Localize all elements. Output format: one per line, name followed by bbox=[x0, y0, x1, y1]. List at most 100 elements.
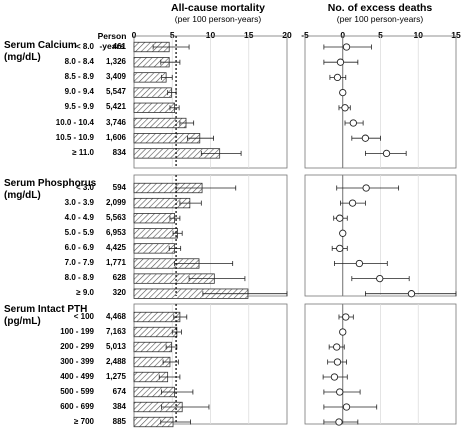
section-title-line: Serum Calcium bbox=[4, 40, 77, 51]
excess-point bbox=[339, 88, 347, 97]
mortality-bar bbox=[133, 326, 178, 338]
row-category-label: 8.0 - 8.4 bbox=[64, 56, 94, 66]
right-axis-tick-4: 15 bbox=[451, 30, 461, 40]
excess-point bbox=[348, 199, 357, 207]
row-person-years: 1,326 bbox=[105, 56, 126, 66]
row-person-years: 5,421 bbox=[105, 102, 126, 112]
row-category-label: ≥ 11.0 bbox=[72, 147, 94, 157]
mortality-bar bbox=[133, 243, 175, 254]
mortality-bar bbox=[133, 311, 181, 323]
excess-point bbox=[341, 104, 349, 112]
row-category-label: 6.0 - 6.9 bbox=[64, 242, 94, 252]
mortality-bar bbox=[133, 213, 175, 224]
excess-point bbox=[407, 290, 416, 298]
row-person-years: 2,099 bbox=[105, 197, 126, 207]
section-title-line: Serum Phosphorus bbox=[4, 178, 97, 189]
row-category-label: 600 - 699 bbox=[60, 401, 94, 411]
section-title-line: (mg/dL) bbox=[4, 52, 41, 63]
excess-point bbox=[336, 214, 344, 222]
row-person-years: 674 bbox=[112, 386, 126, 396]
row-category-label: 300 - 399 bbox=[60, 356, 94, 366]
row-person-years: 5,563 bbox=[105, 212, 126, 222]
row-category-label: 9.5 - 9.9 bbox=[64, 102, 94, 112]
section-title-line: Serum Intact PTH bbox=[4, 304, 88, 315]
row-person-years: 320 bbox=[112, 288, 126, 298]
section-title-2: Serum Intact PTH (pg/mL) bbox=[4, 304, 87, 328]
row-category-label: < 8.0 bbox=[75, 41, 94, 51]
row-person-years: 461 bbox=[112, 41, 126, 51]
row-category-label: < 3.0 bbox=[75, 182, 94, 192]
row-person-years: 384 bbox=[112, 401, 126, 411]
right-panel-header: No. of excess deaths (per 100 person-yea… bbox=[305, 2, 455, 24]
section-title-0: Serum Calcium (mg/dL) bbox=[4, 40, 77, 64]
row-category-label: 400 - 499 bbox=[60, 371, 94, 381]
excess-point bbox=[336, 388, 344, 396]
left-panel-subtitle: (per 100 person-years) bbox=[174, 14, 262, 24]
excess-point bbox=[333, 73, 342, 82]
row-category-label: 500 - 599 bbox=[60, 386, 94, 396]
excess-point bbox=[333, 343, 341, 351]
person-years-header: Person -years bbox=[97, 31, 127, 51]
row-person-years: 6,953 bbox=[105, 227, 126, 237]
row-category-label: 8.0 - 8.9 bbox=[64, 273, 94, 283]
mortality-bar bbox=[133, 228, 179, 239]
excess-point bbox=[361, 134, 370, 142]
row-person-years: 3,746 bbox=[105, 117, 126, 127]
right-axis-tick-2: 5 bbox=[378, 30, 383, 40]
row-category-label: 200 - 299 bbox=[60, 341, 94, 351]
section-title-1: Serum Phosphorus (mg/dL) bbox=[4, 178, 96, 202]
left-axis-tick-3: 15 bbox=[244, 30, 254, 40]
excess-point bbox=[342, 313, 350, 321]
right-axis-tick-0: -5 bbox=[301, 30, 309, 40]
excess-point bbox=[330, 373, 339, 381]
left-axis-tick-2: 10 bbox=[206, 30, 216, 40]
row-category-label: 4.0 - 4.9 bbox=[64, 212, 94, 222]
row-person-years: 7,163 bbox=[105, 326, 126, 336]
excess-point bbox=[355, 259, 364, 268]
row-person-years: 2,488 bbox=[105, 356, 126, 366]
row-category-label: ≥ 9.0 bbox=[76, 288, 94, 298]
row-person-years: 5,013 bbox=[105, 341, 126, 351]
row-person-years: 1,771 bbox=[105, 258, 126, 267]
row-category-label: 100 - 199 bbox=[60, 326, 94, 336]
row-person-years: 4,425 bbox=[105, 242, 126, 252]
left-axis-tick-4: 20 bbox=[282, 30, 292, 40]
row-person-years: 628 bbox=[112, 273, 126, 283]
row-person-years: 3,409 bbox=[105, 71, 126, 81]
excess-point bbox=[342, 403, 351, 411]
row-category-label: 3.0 - 3.9 bbox=[64, 197, 94, 207]
excess-point bbox=[336, 58, 345, 66]
row-person-years: 1,275 bbox=[105, 371, 126, 381]
excess-point bbox=[336, 244, 344, 253]
left-panel-header: All-cause mortality (per 100 person-year… bbox=[148, 2, 288, 24]
excess-point bbox=[333, 358, 342, 366]
excess-point bbox=[362, 184, 370, 192]
left-axis-tick-1: 5 bbox=[170, 30, 175, 40]
left-panel-title: All-cause mortality bbox=[171, 2, 265, 14]
row-category-label: ≥ 700 bbox=[74, 416, 94, 426]
row-person-years: 5,547 bbox=[105, 87, 126, 97]
row-person-years: 4,468 bbox=[105, 311, 126, 321]
row-category-label: 10.5 - 10.9 bbox=[55, 132, 94, 142]
excess-point bbox=[335, 418, 343, 426]
right-panel-subtitle: (per 100 person-years) bbox=[336, 14, 424, 24]
row-person-years: 594 bbox=[112, 182, 126, 192]
excess-point bbox=[342, 43, 351, 51]
mortality-bar bbox=[133, 87, 172, 98]
mortality-bar bbox=[133, 102, 175, 113]
row-person-years: 885 bbox=[112, 416, 126, 426]
row-category-label: 10.0 - 10.4 bbox=[55, 117, 94, 127]
excess-point bbox=[339, 328, 347, 336]
right-panel-title: No. of excess deaths bbox=[327, 2, 433, 14]
row-category-label: < 100 bbox=[73, 311, 94, 321]
row-category-label: 7.0 - 7.9 bbox=[64, 258, 94, 267]
excess-point bbox=[382, 149, 391, 158]
mortality-bar bbox=[133, 117, 187, 129]
row-person-years: 834 bbox=[112, 147, 126, 157]
row-category-label: 9.0 - 9.4 bbox=[64, 87, 94, 97]
right-axis-tick-1: 0 bbox=[340, 30, 345, 40]
excess-point bbox=[376, 274, 384, 283]
row-category-label: 8.5 - 8.9 bbox=[64, 71, 94, 81]
